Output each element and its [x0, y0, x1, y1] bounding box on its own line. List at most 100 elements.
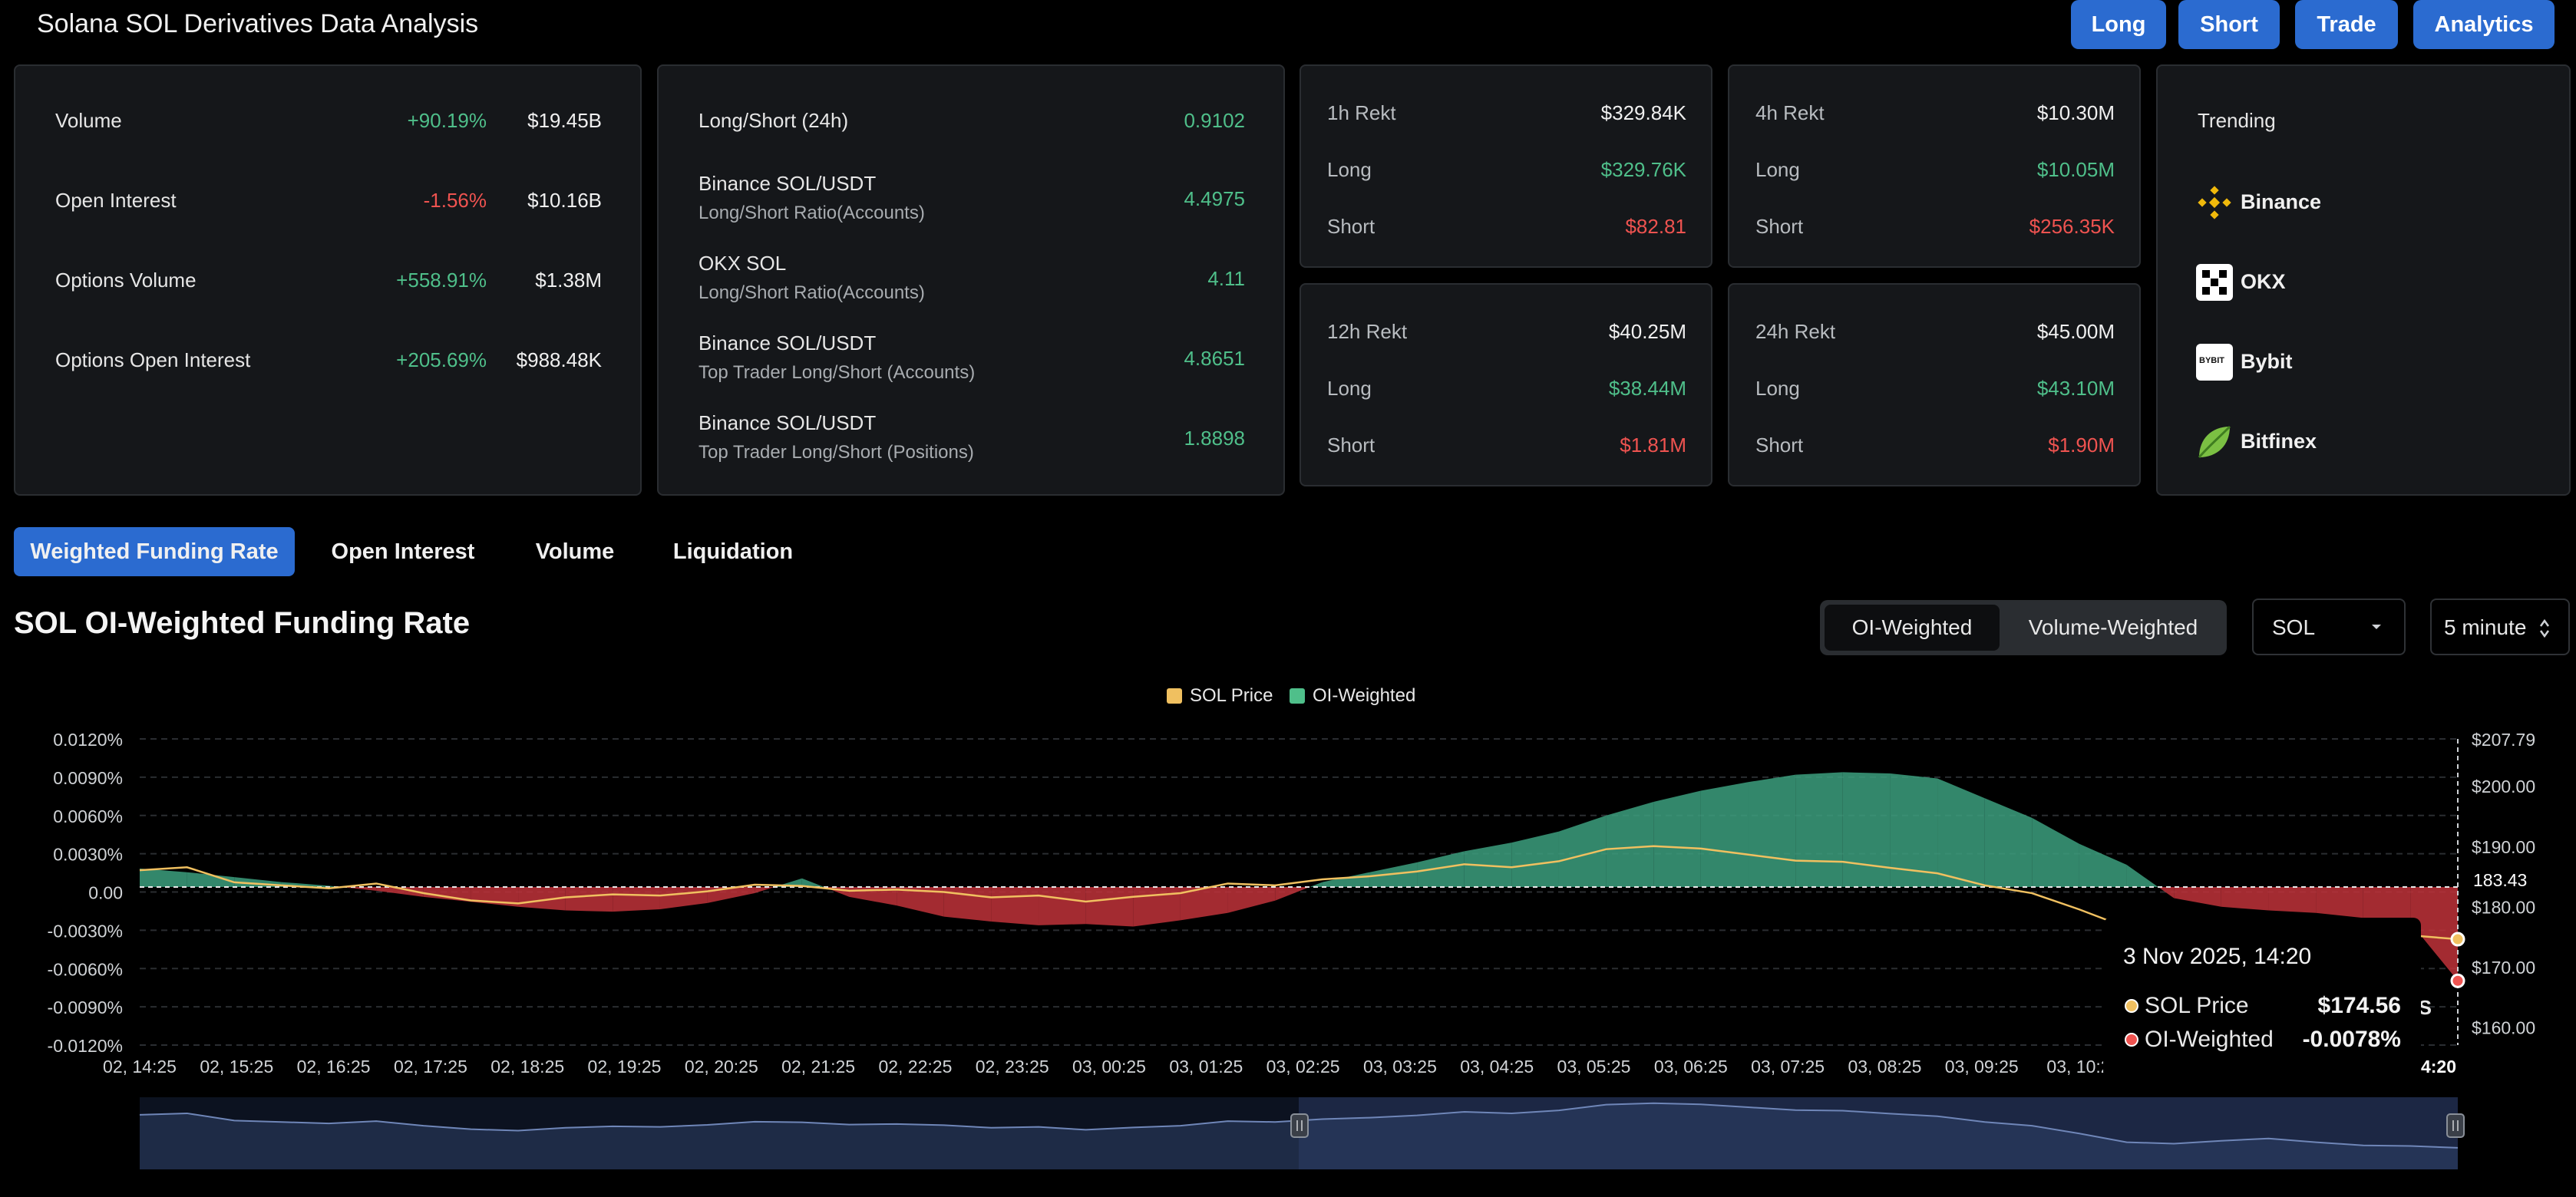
rekt-long-label: Long [1755, 377, 1800, 400]
ratio-title: Binance SOL/USDT [698, 172, 877, 195]
oi-weighted-area-segment [1133, 887, 1181, 927]
y-axis-right-tick: $207.79 [2472, 730, 2535, 750]
trending-title: Trending [2198, 109, 2276, 132]
oi-weighted-area-segment [1748, 774, 1796, 887]
oi-weighted-area-segment [2032, 817, 2079, 887]
trending-item-bitfinex[interactable]: Bitfinex [2196, 420, 2503, 463]
oi-weighted-toggle[interactable]: OI-Weighted [1825, 605, 2000, 651]
x-axis-tick: 02, 18:25 [490, 1057, 564, 1077]
oi-weighted-area-segment [2221, 887, 2269, 911]
legend-sol-price[interactable]: SOL Price [1167, 685, 1273, 707]
overview-change: +205.69% [396, 348, 487, 371]
y-axis-right-tick: $200.00 [2472, 777, 2535, 796]
tooltip-oi-dot [2125, 1033, 2138, 1047]
oi-weighted-area-segment [707, 887, 755, 903]
overview-label: Volume [55, 109, 122, 132]
oi-weighted-area-segment [1558, 815, 1607, 887]
tooltip-title: 3 Nov 2025, 14:20 [2123, 944, 2312, 969]
long-button[interactable]: Long [2071, 0, 2166, 49]
rekt-short-label: Short [1755, 215, 1804, 238]
y-axis-left-tick: 0.0120% [53, 730, 123, 750]
trending-item-bybit[interactable]: BYBIT Bybit [2196, 341, 2503, 384]
rekt-total: $329.84K [1600, 101, 1686, 124]
x-axis-tick: 03, 09:25 [1945, 1057, 2019, 1077]
oi-weighted-area-segment [659, 887, 708, 909]
short-button[interactable]: Short [2178, 0, 2280, 49]
volume-weighted-toggle[interactable]: Volume-Weighted [2028, 615, 2198, 639]
trending-item-binance[interactable]: Binance [2196, 181, 2503, 224]
sort-icon [2539, 618, 2550, 638]
y-axis-left-tick: 0.0060% [53, 806, 123, 826]
tab-weighted-funding-rate[interactable]: Weighted Funding Rate [14, 527, 295, 576]
navigator-handle-left[interactable] [1290, 1113, 1309, 1138]
oi-weighted-area-segment [2316, 887, 2363, 918]
overview-value: $10.16B [527, 189, 602, 212]
y-axis-left-tick: 0.00 [88, 883, 123, 903]
rekt-total: $45.00M [2036, 320, 2115, 343]
symbol-select[interactable]: SOL [2252, 598, 2406, 655]
trade-button[interactable]: Trade [2295, 0, 2398, 49]
tab-liquidation[interactable]: Liquidation [672, 539, 794, 564]
rekt-long-label: Long [1327, 158, 1372, 181]
rekt-short: $1.81M [1620, 434, 1686, 457]
legend-label: SOL Price [1190, 685, 1273, 706]
x-axis-tick: 02, 14:25 [103, 1057, 177, 1077]
overview-value: $988.48K [516, 348, 602, 371]
rekt-title: 1h Rekt [1327, 101, 1396, 124]
y-axis-right-tick: $160.00 [2472, 1017, 2535, 1037]
exchange-name: Bitfinex [2241, 430, 2317, 453]
oi-weighted-area-segment [2174, 887, 2221, 907]
rekt-card-1h: 1h Rekt $329.84K Long $329.76K Short $82… [1300, 64, 1712, 268]
overview-card: Volume +90.19% $19.45B Open Interest -1.… [14, 64, 642, 496]
oi-weighted-marker [2450, 973, 2465, 988]
trending-item-okx[interactable]: OKX [2196, 261, 2503, 304]
oi-weighted-area-segment [187, 872, 235, 887]
rekt-title: 24h Rekt [1755, 320, 1836, 343]
ratio-subtitle: Long/Short Ratio(Accounts) [698, 203, 925, 223]
overview-change: +90.19% [407, 109, 487, 132]
rekt-short-label: Short [1327, 215, 1376, 238]
tooltip-price-value: $174.56 [2317, 993, 2401, 1018]
interval-select[interactable]: 5 minute [2430, 598, 2570, 655]
tooltip-oi-label: OI-Weighted [2145, 1027, 2274, 1052]
navigator-handle-right[interactable] [2446, 1113, 2465, 1138]
symbol-select-value: SOL [2272, 615, 2316, 639]
ratio-value: 4.8651 [1184, 347, 1245, 370]
funding-rate-chart[interactable]: 0.0120% 0.0090% 0.0060% 0.0030% 0.00 -0.0030%… [0, 691, 2576, 1182]
x-axis-tick: 02, 23:25 [976, 1057, 1049, 1077]
analytics-button[interactable]: Analytics [2413, 0, 2555, 49]
oi-weighted-area-segment [1984, 798, 2033, 887]
oi-weighted-area-segment [1700, 782, 1749, 887]
long-short-card: Long/Short (24h) 0.9102 Binance SOL/USDT… [657, 64, 1285, 496]
rekt-short-label: Short [1755, 434, 1804, 457]
legend-swatch [1167, 688, 1182, 704]
rekt-long: $329.76K [1600, 158, 1686, 181]
oi-weighted-area-segment [2126, 865, 2158, 887]
oi-weighted-area-segment [1795, 772, 1843, 887]
interval-select-value: 5 minute [2444, 615, 2527, 639]
ratio-subtitle: Top Trader Long/Short (Accounts) [698, 362, 976, 383]
tab-volume[interactable]: Volume [535, 539, 615, 564]
oi-weighted-area-segment [1937, 778, 1985, 887]
tooltip-oi-value: -0.0078% [2302, 1027, 2401, 1052]
oi-weighted-area-segment [1511, 831, 1559, 887]
rekt-card-12h: 12h Rekt $40.25M Long $38.44M Short $1.8… [1300, 283, 1712, 486]
oi-weighted-area-segment [1227, 887, 1276, 913]
overview-change: +558.91% [396, 269, 487, 292]
tab-open-interest[interactable]: Open Interest [331, 539, 475, 564]
legend-oi-weighted[interactable]: OI-Weighted [1290, 685, 1415, 707]
oi-weighted-area-segment [329, 885, 341, 887]
overview-value: $19.45B [527, 109, 602, 132]
exchange-name: OKX [2241, 270, 2286, 293]
x-axis-tick: 02, 17:25 [394, 1057, 467, 1077]
oi-weighted-area-segment [2079, 843, 2127, 887]
binance-logo-icon [2198, 186, 2231, 219]
x-axis-tick: 03, 07:25 [1751, 1057, 1825, 1077]
x-axis-tick: 02, 16:25 [297, 1057, 371, 1077]
x-axis-tick: 02, 22:25 [878, 1057, 952, 1077]
oi-weighted-area-segment [1653, 790, 1701, 887]
ratio-value: 4.4975 [1184, 187, 1245, 210]
oi-weighted-area-segment [1275, 887, 1310, 901]
x-axis-tick: 02, 21:25 [781, 1057, 855, 1077]
ratio-title: OKX SOL [698, 252, 787, 275]
